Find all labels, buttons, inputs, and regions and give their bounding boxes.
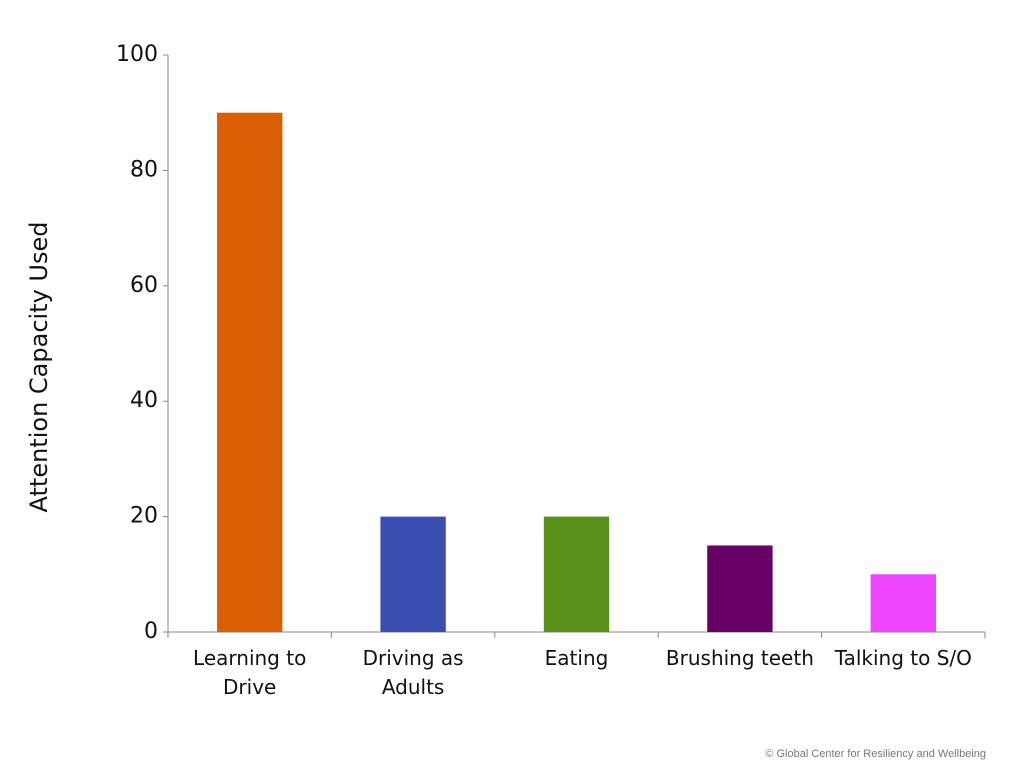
footer: © Global Center for Resiliency and Wellb… <box>765 748 986 760</box>
x-tick-label: Eating <box>544 646 609 670</box>
x-tick-label: Learning to Drive <box>193 646 307 699</box>
bar <box>217 112 283 632</box>
bar <box>543 516 610 632</box>
bar <box>707 545 773 632</box>
x-tick-label: Driving as Adults <box>362 646 464 699</box>
x-tick-label: Talking to S/O <box>834 646 972 670</box>
y-tick-label: 100 <box>116 42 158 67</box>
y-tick-label: 60 <box>130 273 158 298</box>
y-tick-label: 20 <box>130 504 158 529</box>
bar <box>380 516 446 632</box>
y-tick-label: 40 <box>130 388 158 413</box>
y-tick-label: 80 <box>130 157 158 182</box>
y-axis-label: Attention Capacity Used <box>25 222 53 513</box>
y-tick-label: 0 <box>144 619 158 644</box>
bar <box>870 574 936 632</box>
x-tick-label: Brushing teeth <box>665 646 814 670</box>
